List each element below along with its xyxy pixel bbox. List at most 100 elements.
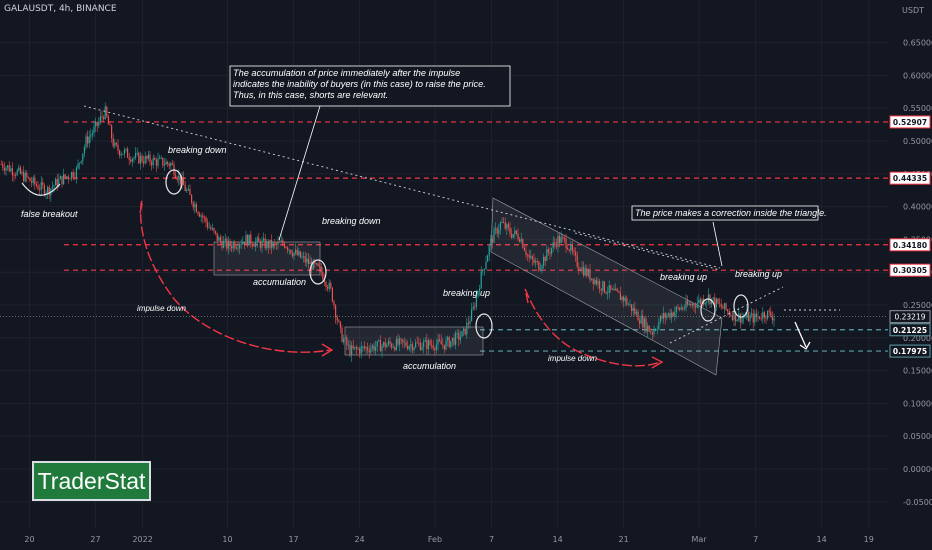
candle-body (525, 250, 527, 255)
candle-body (323, 279, 326, 282)
candle-body (410, 344, 412, 347)
candle-body (506, 224, 508, 229)
candle-body (683, 308, 686, 309)
candle-body (24, 172, 26, 182)
candle-body (623, 296, 625, 302)
candle-body (221, 241, 223, 248)
candle-body (312, 260, 314, 270)
candle-body (578, 266, 580, 270)
candle-body (755, 313, 758, 318)
label-breaking-down-2: breaking down (322, 216, 381, 226)
candle-body (115, 142, 118, 145)
candle-body (18, 167, 20, 171)
time-tick: 14 (552, 535, 562, 544)
candle-body (144, 156, 146, 164)
candle-body (413, 347, 415, 351)
candle-body (424, 339, 426, 342)
candle-body (96, 121, 98, 126)
candle-body (71, 172, 73, 179)
candle-body (757, 316, 759, 318)
candle-body (605, 292, 607, 294)
candle-body (32, 177, 34, 183)
candle-body (719, 303, 721, 305)
impulse-arrow-1 (139, 199, 331, 353)
candle-body (309, 261, 311, 265)
candle-body (88, 136, 90, 144)
candle-body (419, 342, 422, 350)
candle-body (371, 345, 374, 349)
price-tick: 0.00000 (903, 465, 932, 474)
candle-body (330, 282, 332, 288)
candle-body (107, 116, 110, 125)
candle-body (640, 315, 642, 324)
candle-body (304, 256, 306, 263)
candle-body (98, 121, 100, 126)
candle-body (741, 317, 743, 323)
candle-body (475, 295, 478, 307)
price-level-value: 0.21225 (893, 326, 927, 335)
candle-body (696, 302, 698, 308)
candle-body (563, 237, 566, 239)
candle-body (671, 312, 673, 318)
candle-body (389, 341, 391, 344)
candle-body (679, 307, 681, 310)
candle-body (13, 175, 15, 176)
candle-body (458, 332, 460, 340)
chart-grid (0, 0, 888, 528)
candle-body (715, 298, 718, 307)
candle-body (570, 244, 572, 251)
candle-body (29, 177, 31, 182)
candle-body (291, 253, 294, 257)
candle-body (307, 258, 310, 265)
candle-body (650, 331, 652, 333)
note-line: The accumulation of price immediately af… (233, 68, 460, 78)
candle-body (747, 312, 750, 322)
candle-body (154, 158, 156, 160)
candle-body (343, 338, 345, 342)
candle-body (597, 281, 599, 285)
candle-body (503, 222, 505, 223)
candle-body (152, 158, 154, 166)
candle-body (133, 157, 135, 159)
candle-body (234, 242, 236, 249)
candle-body (498, 229, 500, 234)
candle-body (83, 146, 86, 154)
candle-body (463, 328, 465, 332)
candle-body (471, 309, 473, 321)
candle-body (712, 297, 714, 299)
candle-body (261, 240, 263, 248)
candle-body (74, 177, 76, 178)
candle-body (743, 317, 745, 319)
candle-body (243, 241, 246, 245)
candle-body (296, 249, 298, 256)
candle-body (669, 313, 671, 318)
time-tick: 7 (753, 535, 758, 544)
candle-body (523, 247, 526, 251)
candle-body (392, 347, 394, 349)
candle-body (335, 305, 337, 318)
candle-body (192, 202, 194, 208)
candle-body (125, 148, 127, 150)
candle-body (541, 265, 543, 269)
candle-body (274, 242, 276, 244)
candle-body (53, 185, 55, 188)
candle-body (490, 238, 492, 246)
candle-body (731, 315, 734, 320)
candle-body (592, 278, 594, 285)
candle-body (739, 313, 742, 323)
candle-body (179, 175, 182, 185)
candle-body (271, 239, 273, 248)
candle-body (175, 175, 177, 178)
candle-body (701, 299, 703, 304)
candle-body (642, 315, 644, 328)
candle-body (395, 338, 398, 350)
candle-body (223, 240, 225, 248)
candle-body (427, 340, 430, 350)
candle-body (282, 240, 284, 244)
candle-body (608, 285, 610, 293)
candle-body (138, 152, 140, 164)
candle-body (645, 318, 647, 332)
